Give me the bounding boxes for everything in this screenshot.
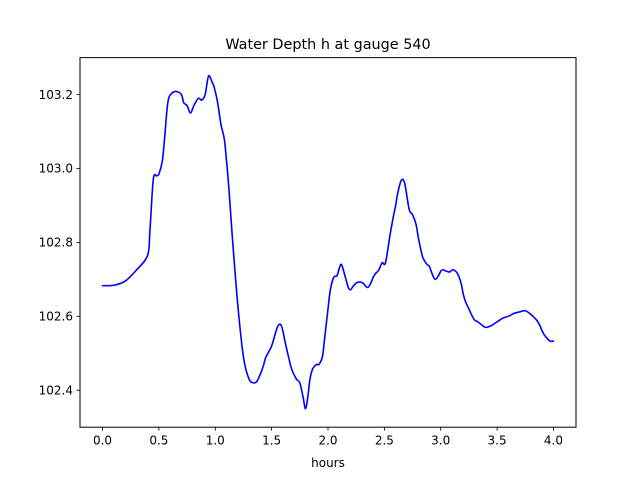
y-tick-label: 103.0 [39, 162, 73, 176]
x-tick-label: 0.0 [93, 434, 112, 448]
x-tick-label: 1.5 [262, 434, 281, 448]
series-line [101, 74, 555, 410]
y-tick-label: 102.4 [39, 383, 73, 397]
x-tick-label: 1.0 [206, 434, 225, 448]
series-layer [101, 74, 555, 410]
x-tick-label: 2.0 [318, 434, 337, 448]
x-tick-label: 3.5 [488, 434, 507, 448]
chart-title: Water Depth h at gauge 540 [225, 37, 430, 53]
x-tick-label: 3.0 [431, 434, 450, 448]
x-tick-label: 2.5 [375, 434, 394, 448]
x-tick-label: 4.0 [544, 434, 563, 448]
y-tick-label: 103.2 [39, 88, 73, 102]
y-tick-label: 102.8 [39, 236, 73, 250]
x-tick-label: 0.5 [149, 434, 168, 448]
x-axis: 0.0 0.5 1.0 1.5 2.0 2.5 3.0 3.5 4.0 [93, 427, 563, 448]
plot-area [79, 57, 577, 428]
x-axis-label: hours [311, 456, 345, 470]
y-tick-label: 102.6 [39, 310, 73, 324]
y-axis: 102.4 102.6 102.8 103.0 103.2 [39, 88, 80, 397]
